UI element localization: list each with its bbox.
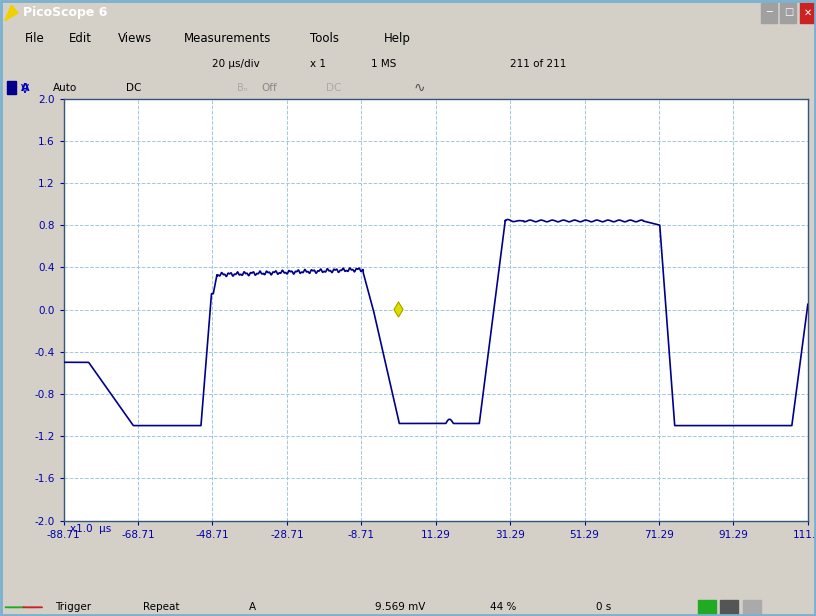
FancyBboxPatch shape — [800, 2, 816, 23]
Text: File: File — [24, 31, 44, 45]
Text: Tools: Tools — [310, 31, 339, 45]
Text: A: A — [249, 602, 256, 612]
Text: V: V — [21, 83, 29, 97]
Text: A: A — [21, 83, 30, 93]
Text: Measurements: Measurements — [184, 31, 271, 45]
Text: ∿: ∿ — [414, 81, 425, 95]
Bar — [7, 81, 16, 94]
Text: Bₙ: Bₙ — [237, 83, 247, 93]
Text: 44 %: 44 % — [490, 602, 516, 612]
Text: Off: Off — [261, 83, 277, 93]
Text: Edit: Edit — [69, 31, 92, 45]
Text: DC: DC — [126, 83, 142, 93]
Text: □: □ — [783, 7, 793, 17]
FancyBboxPatch shape — [698, 601, 716, 614]
Text: 20 μs/div: 20 μs/div — [212, 59, 260, 69]
Text: x1.0  μs: x1.0 μs — [69, 524, 111, 534]
Polygon shape — [5, 5, 18, 21]
FancyBboxPatch shape — [780, 2, 796, 23]
Text: 1 MS: 1 MS — [371, 59, 397, 69]
FancyBboxPatch shape — [761, 2, 777, 23]
FancyBboxPatch shape — [743, 601, 761, 614]
FancyBboxPatch shape — [720, 601, 738, 614]
Text: ─: ─ — [765, 7, 772, 17]
Text: 0 s: 0 s — [596, 602, 611, 612]
Polygon shape — [394, 302, 403, 317]
Text: DC: DC — [326, 83, 342, 93]
Text: Trigger: Trigger — [55, 602, 91, 612]
Text: Auto: Auto — [53, 83, 78, 93]
Text: Views: Views — [118, 31, 153, 45]
Text: Help: Help — [384, 31, 410, 45]
Text: x 1: x 1 — [310, 59, 326, 69]
Text: ✕: ✕ — [804, 7, 812, 17]
Text: PicoScope 6: PicoScope 6 — [23, 6, 107, 20]
Text: 211 of 211: 211 of 211 — [510, 59, 566, 69]
Text: 9.569 mV: 9.569 mV — [375, 602, 426, 612]
Text: Repeat: Repeat — [143, 602, 180, 612]
